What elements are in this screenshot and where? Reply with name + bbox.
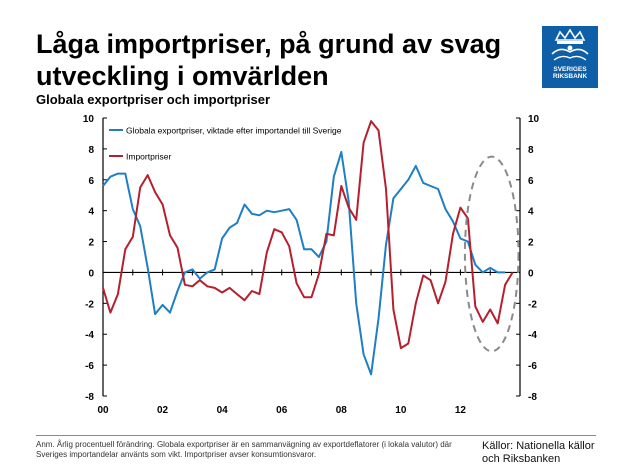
footer-note: Anm. Årlig procentuell förändring. Globa… bbox=[36, 440, 452, 459]
footer-sources: Källor: Nationella källor och Riksbanken bbox=[482, 440, 595, 465]
y-tick-label-right: -6 bbox=[528, 361, 537, 372]
y-tick-label-right: 0 bbox=[528, 268, 534, 279]
y-tick-label-left: -4 bbox=[85, 330, 94, 341]
crown-emblem-icon bbox=[551, 28, 589, 61]
y-tick-label-left: 0 bbox=[88, 268, 94, 279]
x-tick-label: 02 bbox=[157, 405, 169, 416]
chart-subtitle: Globala exportpriser och importpriser bbox=[36, 92, 271, 107]
series-line-global-export-prices bbox=[102, 151, 506, 376]
y-tick-label-left: 2 bbox=[88, 238, 94, 249]
x-tick-label: 04 bbox=[217, 405, 229, 416]
chart-legend: Globala exportpriser, viktade efter impo… bbox=[109, 126, 342, 162]
chart-series bbox=[102, 120, 514, 376]
y-tick-label-left: 6 bbox=[88, 176, 94, 187]
footer-divider bbox=[36, 435, 596, 436]
y-tick-label-left: 4 bbox=[88, 207, 94, 218]
x-tick-label: 00 bbox=[97, 405, 109, 416]
chart-annotation bbox=[463, 155, 520, 353]
legend-label: Globala exportpriser, viktade efter impo… bbox=[126, 126, 342, 136]
y-tick-label-right: -2 bbox=[528, 299, 537, 310]
y-tick-label-left: -2 bbox=[85, 299, 94, 310]
logo-text: SVERIGES RIKSBANK bbox=[552, 66, 588, 80]
x-tick-label: 12 bbox=[455, 405, 467, 416]
y-tick-label-right: -8 bbox=[528, 392, 537, 403]
y-tick-label-right: 4 bbox=[528, 207, 534, 218]
x-tick-label: 10 bbox=[395, 405, 407, 416]
page-title: Låga importpriser, på grund av svag utve… bbox=[36, 29, 502, 91]
series-line-import-prices bbox=[102, 120, 514, 350]
y-tick-label-right: 8 bbox=[528, 145, 534, 156]
y-tick-label-right: -4 bbox=[528, 330, 537, 341]
legend-label: Importpriser bbox=[126, 152, 172, 162]
y-tick-label-right: 2 bbox=[528, 238, 534, 249]
x-tick-label: 08 bbox=[336, 405, 348, 416]
y-tick-label-right: 6 bbox=[528, 176, 534, 187]
y-tick-label-left: 10 bbox=[83, 114, 95, 125]
riksbank-logo-icon: SVERIGES RIKSBANK bbox=[542, 26, 598, 88]
x-tick-label: 06 bbox=[276, 405, 288, 416]
y-tick-label-left: 8 bbox=[88, 145, 94, 156]
y-tick-label-right: 10 bbox=[528, 114, 540, 125]
y-tick-label-left: -8 bbox=[85, 392, 94, 403]
y-tick-label-left: -6 bbox=[85, 361, 94, 372]
highlight-ellipse bbox=[463, 155, 520, 353]
